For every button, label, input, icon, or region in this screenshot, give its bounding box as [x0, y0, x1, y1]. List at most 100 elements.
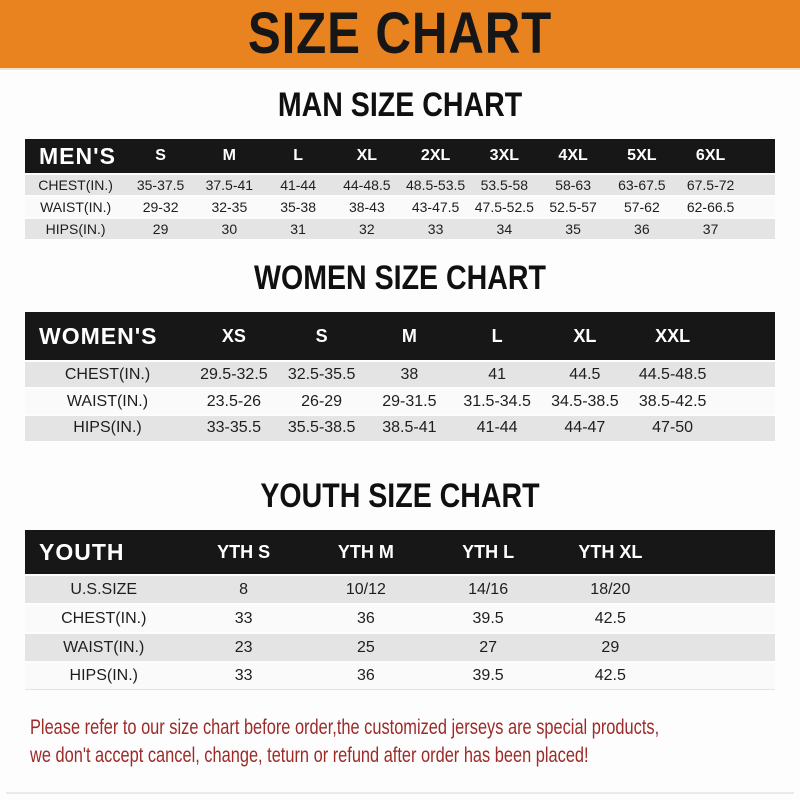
value-cell: 53.5-58 [469, 173, 539, 195]
size-header-cell: YTH S [217, 541, 271, 562]
value-cell: 41 [453, 360, 541, 387]
row-label-cell: WAIST(IN.) [25, 632, 183, 661]
value-cell: 35-38 [263, 195, 333, 217]
value-cell: 38-43 [332, 195, 402, 217]
value-cell: 32 [332, 217, 402, 240]
value-cell: 8 [182, 574, 305, 603]
table-row: WAIST(IN.) 23.5-26 26-29 29-31.5 31.5-34… [25, 387, 775, 415]
value-cell: 29-31.5 [365, 387, 454, 414]
value-cell: 37.5-41 [194, 173, 264, 195]
value-cell: 42.5 [549, 661, 672, 691]
spacer-cell [671, 530, 775, 574]
men-size-table: MEN'S S M L XL 2XL 3XL 4XL 5XL 6XL CHEST… [25, 139, 775, 240]
value-cell: 33 [182, 603, 305, 632]
value-cell: 44.5 [541, 360, 629, 387]
spacer-cell [716, 387, 775, 414]
value-cell: 35.5-38.5 [277, 414, 366, 442]
page-title: SIZE CHART [247, 1, 553, 66]
value-cell: 23 [182, 632, 305, 661]
value-cell: 29 [549, 632, 672, 661]
value-cell: 27 [426, 632, 550, 661]
men-table-group-label: MEN'S [39, 142, 116, 169]
size-header-cell: S [155, 147, 166, 165]
value-cell: 57-62 [607, 195, 677, 217]
spacer-cell [745, 139, 775, 173]
value-cell: 18/20 [549, 574, 672, 603]
size-header-cell: 5XL [627, 147, 657, 165]
value-cell: 14/16 [426, 574, 550, 603]
men-table-header-row: MEN'S S M L XL 2XL 3XL 4XL 5XL 6XL [25, 139, 775, 174]
value-cell: 41-44 [263, 173, 333, 195]
value-cell: 23.5-26 [190, 387, 278, 414]
table-row: WAIST(IN.) 23 25 27 29 [25, 632, 775, 662]
size-header-cell: L [491, 325, 503, 346]
row-label-cell: CHEST(IN.) [25, 360, 190, 387]
value-cell: 32.5-35.5 [277, 360, 366, 387]
value-cell: 44.5-48.5 [628, 360, 717, 387]
value-cell: 44-47 [541, 414, 629, 442]
value-cell: 37 [676, 217, 745, 240]
spacer-cell [671, 632, 775, 661]
table-row: CHEST(IN.) 29.5-32.5 32.5-35.5 38 41 44.… [25, 360, 775, 388]
women-section-heading: WOMEN SIZE CHART [254, 259, 546, 298]
table-row: CHEST(IN.) 33 36 39.5 42.5 [25, 603, 775, 633]
value-cell: 33 [401, 217, 470, 240]
value-cell: 36 [607, 217, 677, 240]
row-label-cell: U.S.SIZE [25, 574, 183, 603]
value-cell: 47.5-52.5 [469, 195, 539, 217]
spacer-cell [744, 195, 775, 217]
value-cell: 31 [263, 217, 333, 240]
value-cell: 35 [538, 217, 608, 240]
value-cell: 41-44 [453, 414, 541, 442]
value-cell: 63-67.5 [607, 173, 677, 195]
size-header-cell: YTH L [462, 541, 515, 562]
size-header-cell: XL [356, 147, 378, 165]
value-cell: 48.5-53.5 [401, 173, 470, 195]
size-header-cell: M [401, 325, 417, 346]
value-cell: 39.5 [426, 661, 550, 691]
table-row: HIPS(IN.) 29 30 31 32 33 34 35 36 37 [25, 217, 775, 240]
size-header-cell: L [293, 147, 303, 165]
value-cell: 62-66.5 [676, 195, 745, 217]
row-label-cell: WAIST(IN.) [25, 195, 127, 217]
value-cell: 29.5-32.5 [190, 360, 278, 387]
value-cell: 29-32 [126, 195, 195, 217]
table-row: U.S.SIZE 8 10/12 14/16 18/20 [25, 574, 775, 604]
notice-line-2: we don't accept cancel, change, teturn o… [30, 744, 589, 768]
size-header-cell: M [222, 147, 236, 165]
value-cell: 33 [182, 661, 305, 691]
spacer-cell [671, 574, 775, 603]
bottom-edge-divider [6, 792, 794, 794]
value-cell: 26-29 [277, 387, 366, 414]
value-cell: 43-47.5 [401, 195, 470, 217]
women-table-header-row: WOMEN'S XS S M L XL XXL [25, 312, 775, 361]
value-cell: 36 [304, 661, 427, 691]
spacer-cell [716, 414, 775, 442]
size-header-cell: XXL [655, 325, 691, 346]
value-cell: 31.5-34.5 [453, 387, 541, 414]
notice-line-1: Please refer to our size chart before or… [30, 716, 660, 740]
value-cell: 25 [304, 632, 427, 661]
size-header-cell: 4XL [558, 147, 588, 165]
value-cell: 38.5-41 [365, 414, 454, 442]
table-row: HIPS(IN.) 33 36 39.5 42.5 [25, 661, 775, 691]
table-row: WAIST(IN.) 29-32 32-35 35-38 38-43 43-47… [25, 195, 775, 218]
value-cell: 38 [365, 360, 454, 387]
men-section-heading: MAN SIZE CHART [277, 86, 523, 124]
size-header-cell: XS [221, 325, 246, 346]
value-cell: 58-63 [538, 173, 608, 195]
women-size-table: WOMEN'S XS S M L XL XXL CHEST(IN.) 29.5-… [25, 312, 775, 442]
value-cell: 38.5-42.5 [628, 387, 717, 414]
row-label-cell: HIPS(IN.) [25, 661, 183, 691]
value-cell: 42.5 [549, 603, 672, 632]
value-cell: 47-50 [628, 414, 717, 442]
value-cell: 10/12 [304, 574, 427, 603]
size-header-cell: 6XL [695, 147, 726, 165]
youth-table-header-row: YOUTH YTH S YTH M YTH L YTH XL [25, 530, 775, 575]
value-cell: 29 [126, 217, 195, 240]
row-label-cell: HIPS(IN.) [25, 414, 190, 442]
value-cell: 44-48.5 [332, 173, 402, 195]
size-header-cell: YTH XL [578, 541, 643, 562]
row-label-cell: CHEST(IN.) [25, 173, 127, 195]
